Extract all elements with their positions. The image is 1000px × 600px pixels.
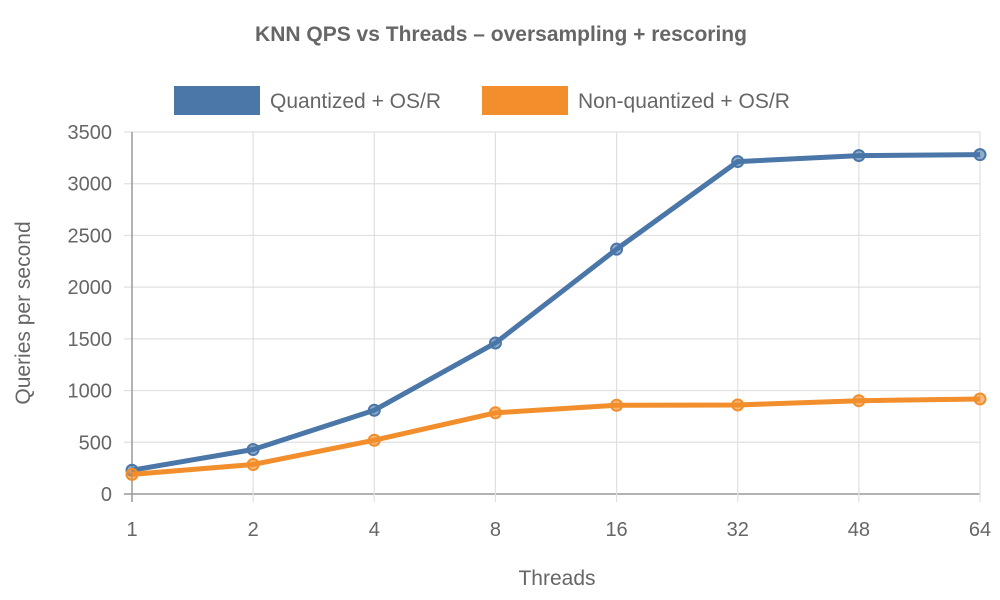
data-point xyxy=(610,398,624,412)
x-tick-label: 16 xyxy=(605,519,627,541)
chart-title: KNN QPS vs Threads – oversampling + resc… xyxy=(255,23,747,46)
y-axis-label: Queries per second xyxy=(12,221,35,404)
legend: Quantized + OS/R Non-quantized + OS/R xyxy=(174,86,790,115)
grid xyxy=(124,131,981,502)
y-tick-label: 3000 xyxy=(68,174,113,196)
series-1 xyxy=(125,148,987,477)
data-point xyxy=(367,403,381,417)
x-tick-label: 32 xyxy=(727,519,749,541)
data-point xyxy=(852,149,866,163)
data-point xyxy=(125,467,139,481)
data-point xyxy=(488,406,502,420)
series-line xyxy=(131,396,981,477)
y-tick-label: 1500 xyxy=(68,329,113,351)
series-line xyxy=(131,152,981,473)
x-tick-label: 8 xyxy=(490,519,501,541)
legend-label: Quantized + OS/R xyxy=(270,90,441,113)
legend-swatch xyxy=(174,86,260,115)
y-tick-label: 3500 xyxy=(68,122,113,144)
legend-swatch xyxy=(482,86,568,115)
data-point xyxy=(973,148,987,162)
data-point xyxy=(610,242,624,256)
series-2 xyxy=(125,392,987,481)
y-tick-label: 2500 xyxy=(68,225,113,247)
x-axis-label: Threads xyxy=(518,567,595,590)
data-point xyxy=(852,394,866,408)
x-tick-label: 64 xyxy=(969,519,991,541)
y-tick-label: 0 xyxy=(101,484,112,506)
x-tick-label: 1 xyxy=(126,519,137,541)
data-point xyxy=(367,433,381,447)
data-point xyxy=(973,392,987,406)
data-point xyxy=(731,155,745,169)
data-point xyxy=(246,458,260,472)
series-group xyxy=(125,148,987,481)
x-tick-label: 2 xyxy=(248,519,259,541)
y-tick-label: 500 xyxy=(79,432,112,454)
x-tick-label: 48 xyxy=(848,519,870,541)
data-point xyxy=(246,443,260,457)
y-tick-label: 2000 xyxy=(68,277,113,299)
x-tick-label: 4 xyxy=(369,519,380,541)
y-tick-label: 1000 xyxy=(68,381,113,403)
legend-label: Non-quantized + OS/R xyxy=(578,90,790,113)
data-point xyxy=(731,398,745,412)
data-point xyxy=(488,336,502,350)
